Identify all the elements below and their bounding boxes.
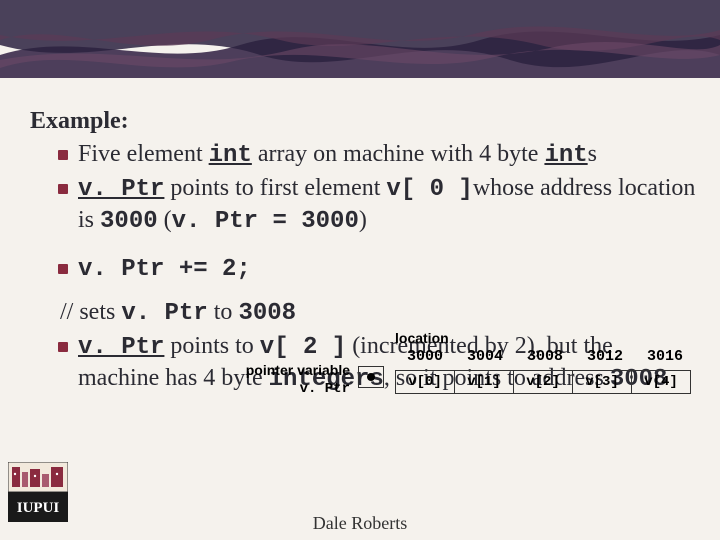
code-int: int — [209, 142, 252, 169]
addr-2: 3008 — [515, 348, 575, 365]
ptr-line2: v. Ptr — [300, 381, 350, 397]
text: s — [588, 141, 597, 167]
code-assign: v. Ptr = 3000 — [172, 208, 359, 235]
code-vptr2: v. Ptr — [121, 300, 207, 327]
code-v2: v[ 2 ] — [260, 334, 346, 361]
cell-1: v[1] — [454, 370, 514, 394]
ptr-line1: pointer variable — [246, 362, 350, 378]
text: // sets — [60, 299, 121, 325]
code-inc: v. Ptr += 2; — [78, 256, 251, 283]
text: to — [208, 299, 239, 325]
address-row: 30003004300830123016 — [395, 348, 695, 365]
cell-3: v[3] — [572, 370, 632, 394]
location-label: location — [395, 330, 449, 346]
addr-4: 3016 — [635, 348, 695, 365]
decorative-top-stripe — [0, 0, 720, 78]
array-cells: v[0] v[1] v[2] v[3] v[4] — [395, 370, 691, 394]
cell-2: v[2] — [513, 370, 573, 394]
pointer-box — [358, 366, 384, 388]
heading-example: Example: — [30, 108, 700, 135]
cell-4: v[4] — [631, 370, 691, 394]
addr-1: 3004 — [455, 348, 515, 365]
code-3008: 3008 — [238, 300, 296, 327]
text: points to — [164, 333, 259, 359]
code-int2: int — [544, 142, 587, 169]
text: Five element — [78, 141, 209, 167]
code-vptr3: v. Ptr — [78, 334, 164, 361]
code-3000: 3000 — [100, 208, 158, 235]
text: ( — [158, 207, 172, 233]
comment-line: // sets v. Ptr to 3008 — [60, 299, 700, 327]
code-v0: v[ 0 ] — [386, 176, 472, 203]
pointer-label: pointer variable v. Ptr — [200, 362, 350, 398]
text: array on machine with 4 byte — [252, 141, 545, 167]
bullet-3: v. Ptr += 2; — [58, 253, 700, 285]
cell-0: v[0] — [395, 370, 455, 394]
code-vptr: v. Ptr — [78, 176, 164, 203]
footer-author: Dale Roberts — [0, 513, 720, 534]
bullet-2: v. Ptr points to first element v[ 0 ]who… — [58, 173, 700, 237]
pointer-dot-icon — [367, 373, 375, 381]
text: ) — [359, 207, 367, 233]
bullet-1: Five element int array on machine with 4… — [58, 139, 700, 171]
addr-0: 3000 — [395, 348, 455, 365]
addr-3: 3012 — [575, 348, 635, 365]
text: points to first element — [164, 175, 386, 201]
